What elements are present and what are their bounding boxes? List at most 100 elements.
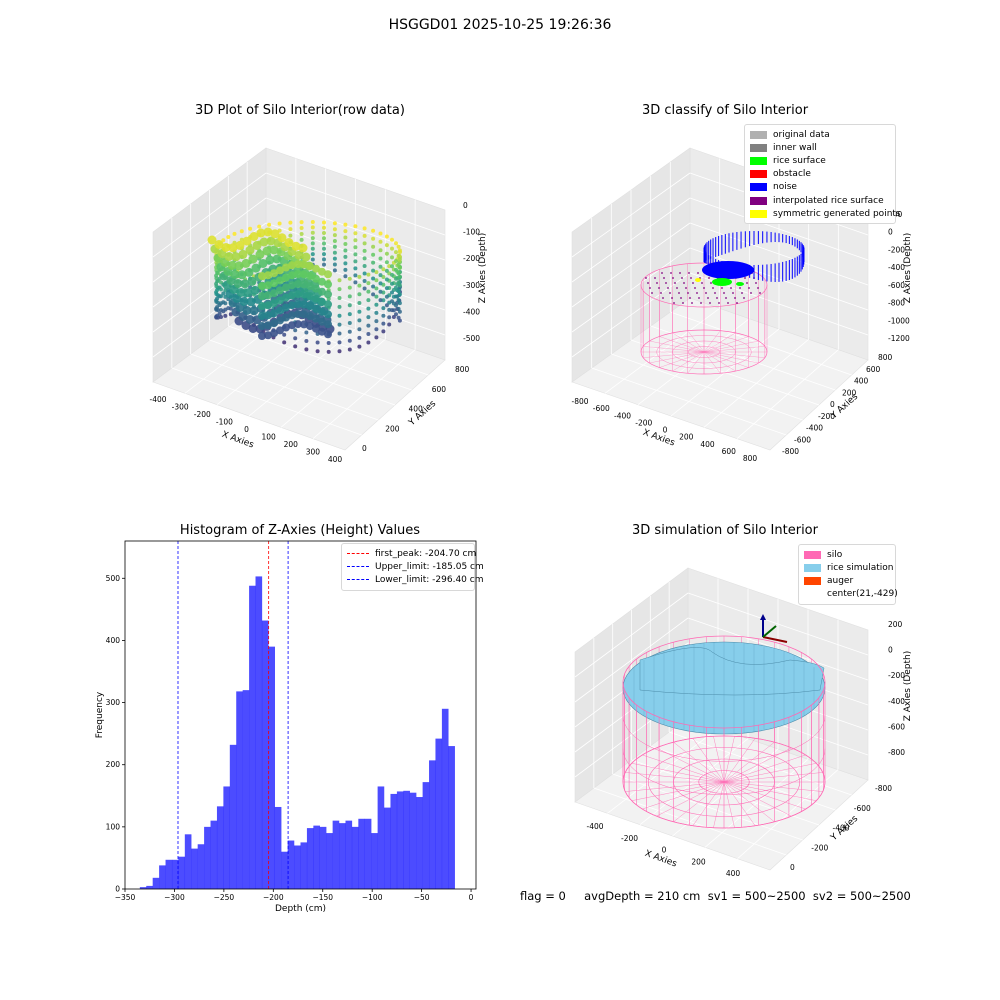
x-axis-tick-label: -400 (614, 411, 631, 420)
data-point (249, 232, 259, 241)
data-point (343, 248, 348, 253)
data-point (242, 306, 252, 315)
interpolated-point (691, 302, 693, 304)
interpolated-point (673, 302, 675, 304)
data-point (245, 245, 255, 255)
data-point (318, 327, 326, 336)
data-point (256, 228, 266, 238)
data-point (397, 283, 402, 288)
x-axis-tick-label: -200 (194, 410, 211, 419)
interpolated-point (663, 277, 665, 279)
interpolated-point (718, 302, 720, 304)
y-axis-tick-label: -200 (818, 412, 835, 421)
silo-wireframe (723, 781, 823, 792)
silo-wireframe (673, 781, 725, 822)
histogram-bar (178, 856, 186, 889)
data-point (239, 297, 249, 306)
silo-wireframe (703, 330, 721, 353)
data-point (366, 306, 371, 311)
data-point (293, 336, 298, 341)
data-point (374, 286, 379, 291)
legend-item: inner wall (750, 141, 890, 154)
data-point (343, 235, 348, 240)
legend-label: rice simulation (827, 562, 894, 573)
legend-label: noise (773, 182, 797, 193)
legend-item: original data (750, 128, 890, 141)
data-point (387, 315, 392, 320)
data-point (353, 238, 358, 243)
data-point (240, 279, 250, 289)
data-point (357, 344, 362, 349)
data-point (288, 301, 296, 310)
data-point (318, 277, 326, 286)
data-point (366, 340, 371, 345)
legend-line (347, 553, 369, 555)
x-tick-label: −150 (312, 893, 333, 902)
data-point (337, 331, 342, 336)
data-point (250, 285, 260, 295)
data-point (357, 318, 362, 323)
data-point (312, 314, 320, 323)
data-point (243, 288, 253, 298)
data-point (347, 329, 352, 334)
interpolated-point (725, 297, 727, 299)
data-point (264, 321, 272, 330)
data-point (381, 321, 386, 326)
data-point (318, 317, 326, 326)
rice-surface-point (712, 278, 732, 286)
interpolated-point (676, 287, 678, 289)
data-point (315, 340, 320, 345)
interpolated-point (696, 292, 698, 294)
interpolated-point (755, 282, 757, 284)
silo-wireframe (692, 781, 725, 826)
data-point (347, 285, 352, 290)
y-axis-tick-label: -800 (782, 447, 799, 456)
silo-wireframe (625, 772, 725, 783)
data-point (396, 298, 401, 302)
x-axis-tick-label: -200 (621, 834, 638, 843)
y-tick-label: 500 (106, 574, 121, 583)
histogram-bar (281, 851, 288, 889)
z-axis-tick-label: 200 (888, 620, 903, 629)
silo-wireframe (723, 763, 817, 783)
interpolated-point (651, 292, 653, 294)
z-axis-tick-label: -400 (463, 307, 480, 316)
data-point (217, 294, 222, 299)
interpolated-point (683, 282, 685, 284)
histogram-bar (223, 786, 231, 889)
data-point (378, 281, 383, 286)
legend-item: noise (750, 181, 890, 194)
interpolated-point (660, 292, 662, 294)
silo-wireframe (643, 351, 705, 358)
data-point (366, 332, 371, 336)
data-point (366, 323, 371, 328)
data-point (288, 281, 296, 290)
interpolated-point (671, 297, 673, 299)
data-point (326, 341, 331, 345)
histogram-bar (319, 826, 327, 889)
y-axis-tick-label: 200 (385, 424, 400, 433)
histogram-bar (294, 845, 301, 889)
data-point (258, 302, 266, 310)
legend-swatch (750, 156, 767, 165)
legend-label: rice surface (773, 155, 826, 166)
histogram-bar (422, 782, 430, 889)
legend-item: auger (804, 574, 890, 587)
data-point (312, 304, 320, 313)
data-point (221, 238, 226, 243)
data-point (304, 339, 309, 343)
data-point (384, 286, 389, 291)
data-point (294, 300, 302, 309)
histogram-bar (255, 576, 263, 889)
interpolated-point (669, 292, 671, 294)
data-point (374, 278, 379, 283)
histogram-bar (306, 828, 314, 889)
histogram-bar (159, 865, 166, 889)
histogram-bar (249, 585, 256, 889)
data-point (381, 275, 386, 279)
data-point (248, 254, 258, 264)
data-point (306, 282, 314, 291)
data-point (312, 264, 320, 273)
x-axis-tick-label: 0 (662, 846, 667, 855)
data-point (337, 322, 342, 327)
